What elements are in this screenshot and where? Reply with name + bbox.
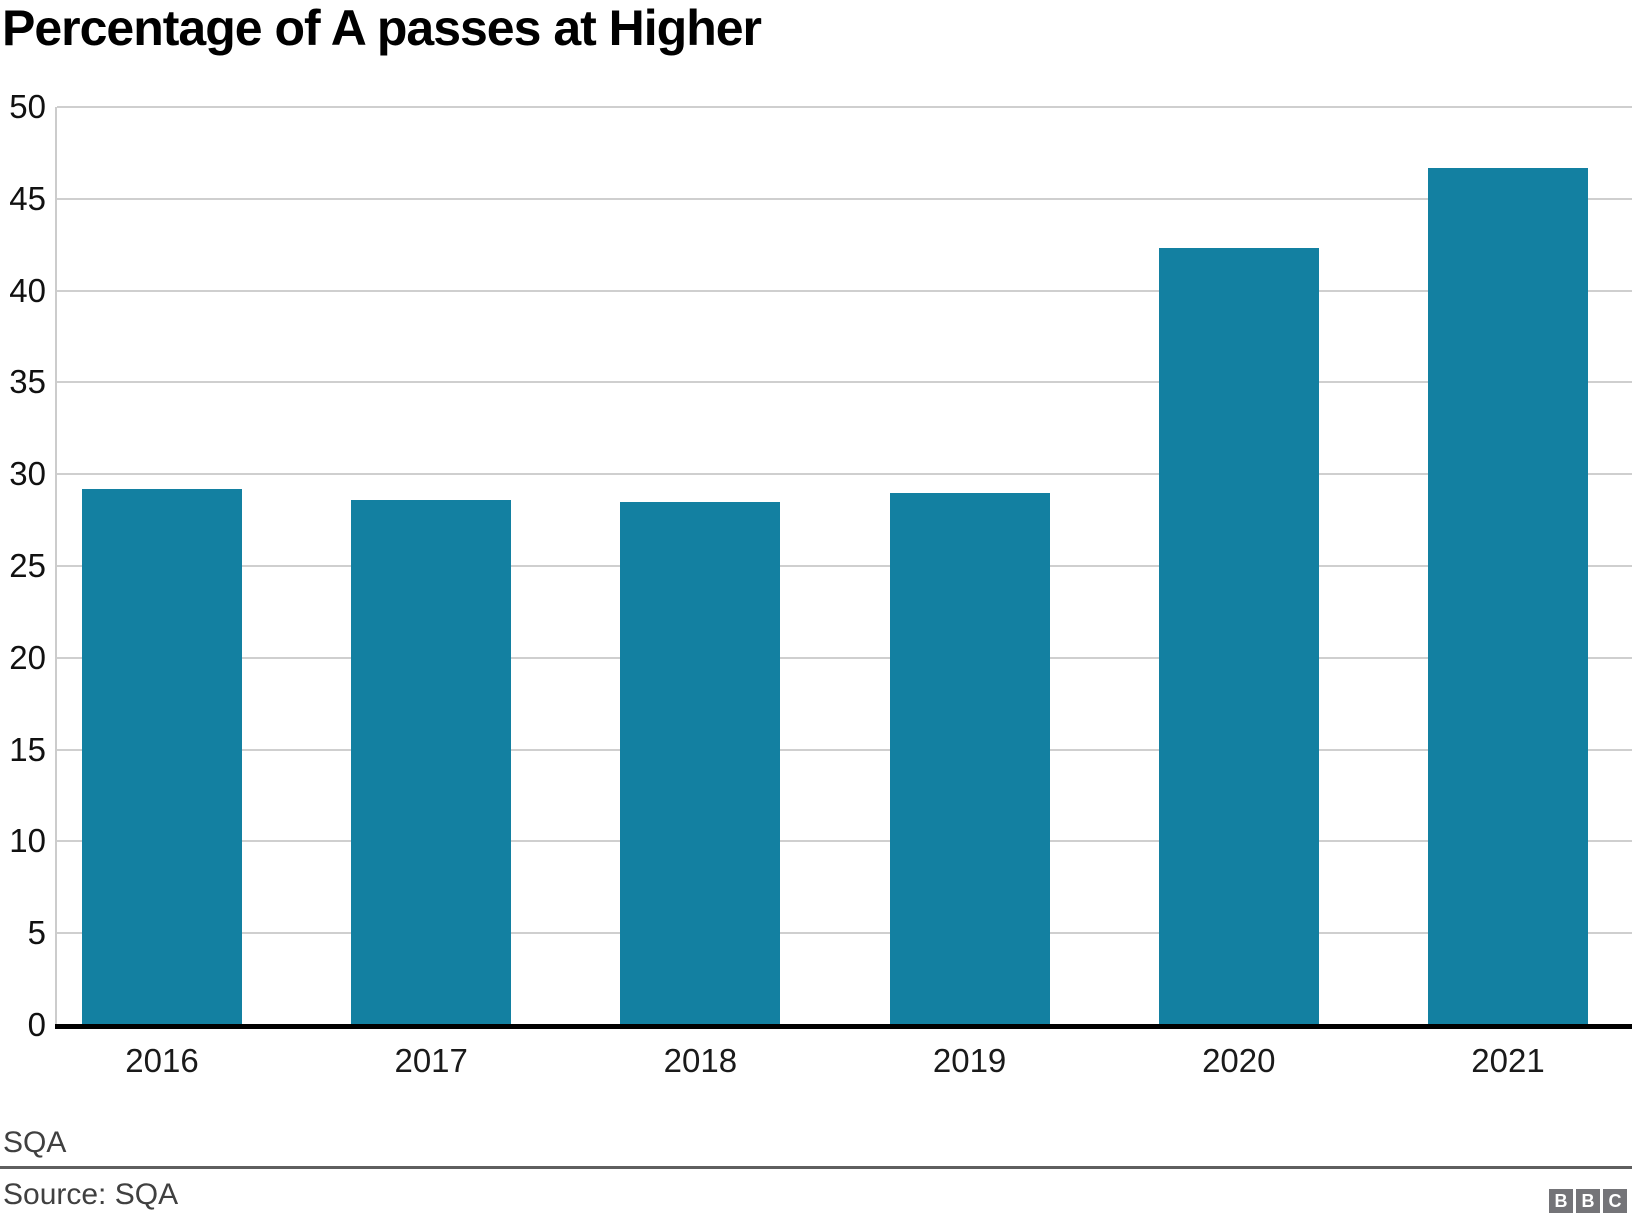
y-axis-label: 50 <box>9 88 46 125</box>
bar-2020 <box>1158 248 1319 1025</box>
gridline <box>57 289 1632 292</box>
bar-2021 <box>1428 167 1588 1025</box>
bar-2018 <box>620 501 781 1025</box>
x-axis-label-2017: 2017 <box>394 1042 468 1079</box>
gridline <box>57 840 1632 843</box>
bbc-logo-block: B <box>1549 1189 1573 1213</box>
bar-2016 <box>82 488 242 1025</box>
plot-area <box>57 106 1632 1025</box>
bar-2017 <box>351 499 512 1025</box>
footer-divider <box>0 1166 1632 1169</box>
y-axis-label: 25 <box>9 547 46 584</box>
y-axis-label: 40 <box>9 271 46 309</box>
y-axis-label: 0 <box>27 1006 46 1043</box>
x-axis-label-2016: 2016 <box>125 1042 199 1079</box>
annotation-label: SQA <box>3 1126 67 1159</box>
gridline <box>57 381 1632 384</box>
y-axis-label: 5 <box>27 914 46 952</box>
gridline <box>57 473 1632 476</box>
y-axis-label: 10 <box>9 822 46 860</box>
y-axis-label: 45 <box>9 179 46 217</box>
gridline <box>57 656 1632 659</box>
x-axis-label-2020: 2020 <box>1202 1042 1276 1079</box>
x-axis-baseline <box>55 1024 1632 1029</box>
y-axis-label: 20 <box>9 638 46 676</box>
y-axis-line <box>55 107 57 1025</box>
y-axis-label: 15 <box>9 730 46 768</box>
bar-2019 <box>889 492 1050 1025</box>
x-axis-label-2019: 2019 <box>932 1042 1007 1079</box>
x-axis-label-2021: 2021 <box>1471 1042 1545 1079</box>
bbc-logo-block: B <box>1576 1189 1600 1213</box>
gridline <box>57 565 1632 567</box>
y-axis-label: 30 <box>9 455 46 493</box>
gridline <box>57 748 1632 751</box>
bbc-logo-block: C <box>1603 1189 1627 1213</box>
y-axis-label: 35 <box>9 363 46 401</box>
chart-title: Percentage of A passes at Higher <box>2 0 762 56</box>
gridline <box>57 197 1632 200</box>
gridline <box>57 106 1632 108</box>
gridline <box>57 932 1632 935</box>
source-label: Source: SQA <box>3 1178 179 1211</box>
x-axis-label-2018: 2018 <box>663 1042 738 1079</box>
